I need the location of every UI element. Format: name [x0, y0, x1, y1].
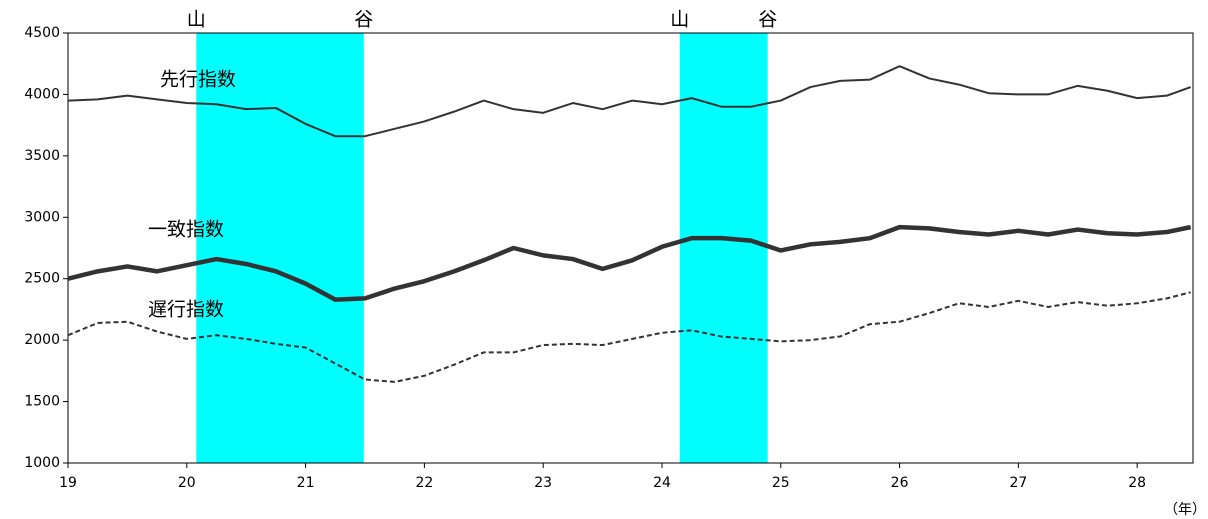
x-tick-label: 26: [891, 475, 909, 491]
series-line: [67, 224, 1192, 302]
series-label: 一致指数: [148, 219, 224, 241]
peak-label: 山: [670, 9, 689, 31]
y-tick-label: 1500: [24, 394, 60, 410]
x-tick-label: 21: [297, 475, 315, 491]
trough-label: 谷: [354, 9, 373, 31]
x-tick-label: 22: [415, 475, 433, 491]
series-line: [67, 291, 1191, 383]
trough-label: 谷: [758, 9, 777, 31]
y-tick-label: 2500: [24, 271, 60, 287]
recession-band: [196, 33, 364, 463]
recession-band: [679, 33, 768, 463]
y-tick-label: 4500: [24, 25, 60, 41]
y-tick-label: 1000: [24, 455, 60, 471]
y-tick-label: 4000: [24, 86, 60, 102]
plot-frame: [67, 32, 1194, 464]
series-label: 遅行指数: [148, 299, 224, 321]
x-tick-label: 23: [534, 475, 552, 491]
y-tick-label: 2000: [24, 332, 60, 348]
x-tick-label: 24: [653, 475, 671, 491]
x-tick-label: 28: [1128, 475, 1146, 491]
peak-label: 山: [187, 9, 206, 31]
x-axis-label: （年）: [1164, 502, 1206, 518]
x-tick-label: 19: [59, 475, 77, 491]
series-line: [67, 65, 1191, 138]
x-tick-label: 20: [178, 475, 196, 491]
series-label: 先行指数: [160, 69, 236, 91]
y-tick-label: 3000: [24, 209, 60, 225]
y-tick-label: 3500: [24, 148, 60, 164]
x-tick-label: 25: [772, 475, 790, 491]
x-tick-label: 27: [1009, 475, 1027, 491]
